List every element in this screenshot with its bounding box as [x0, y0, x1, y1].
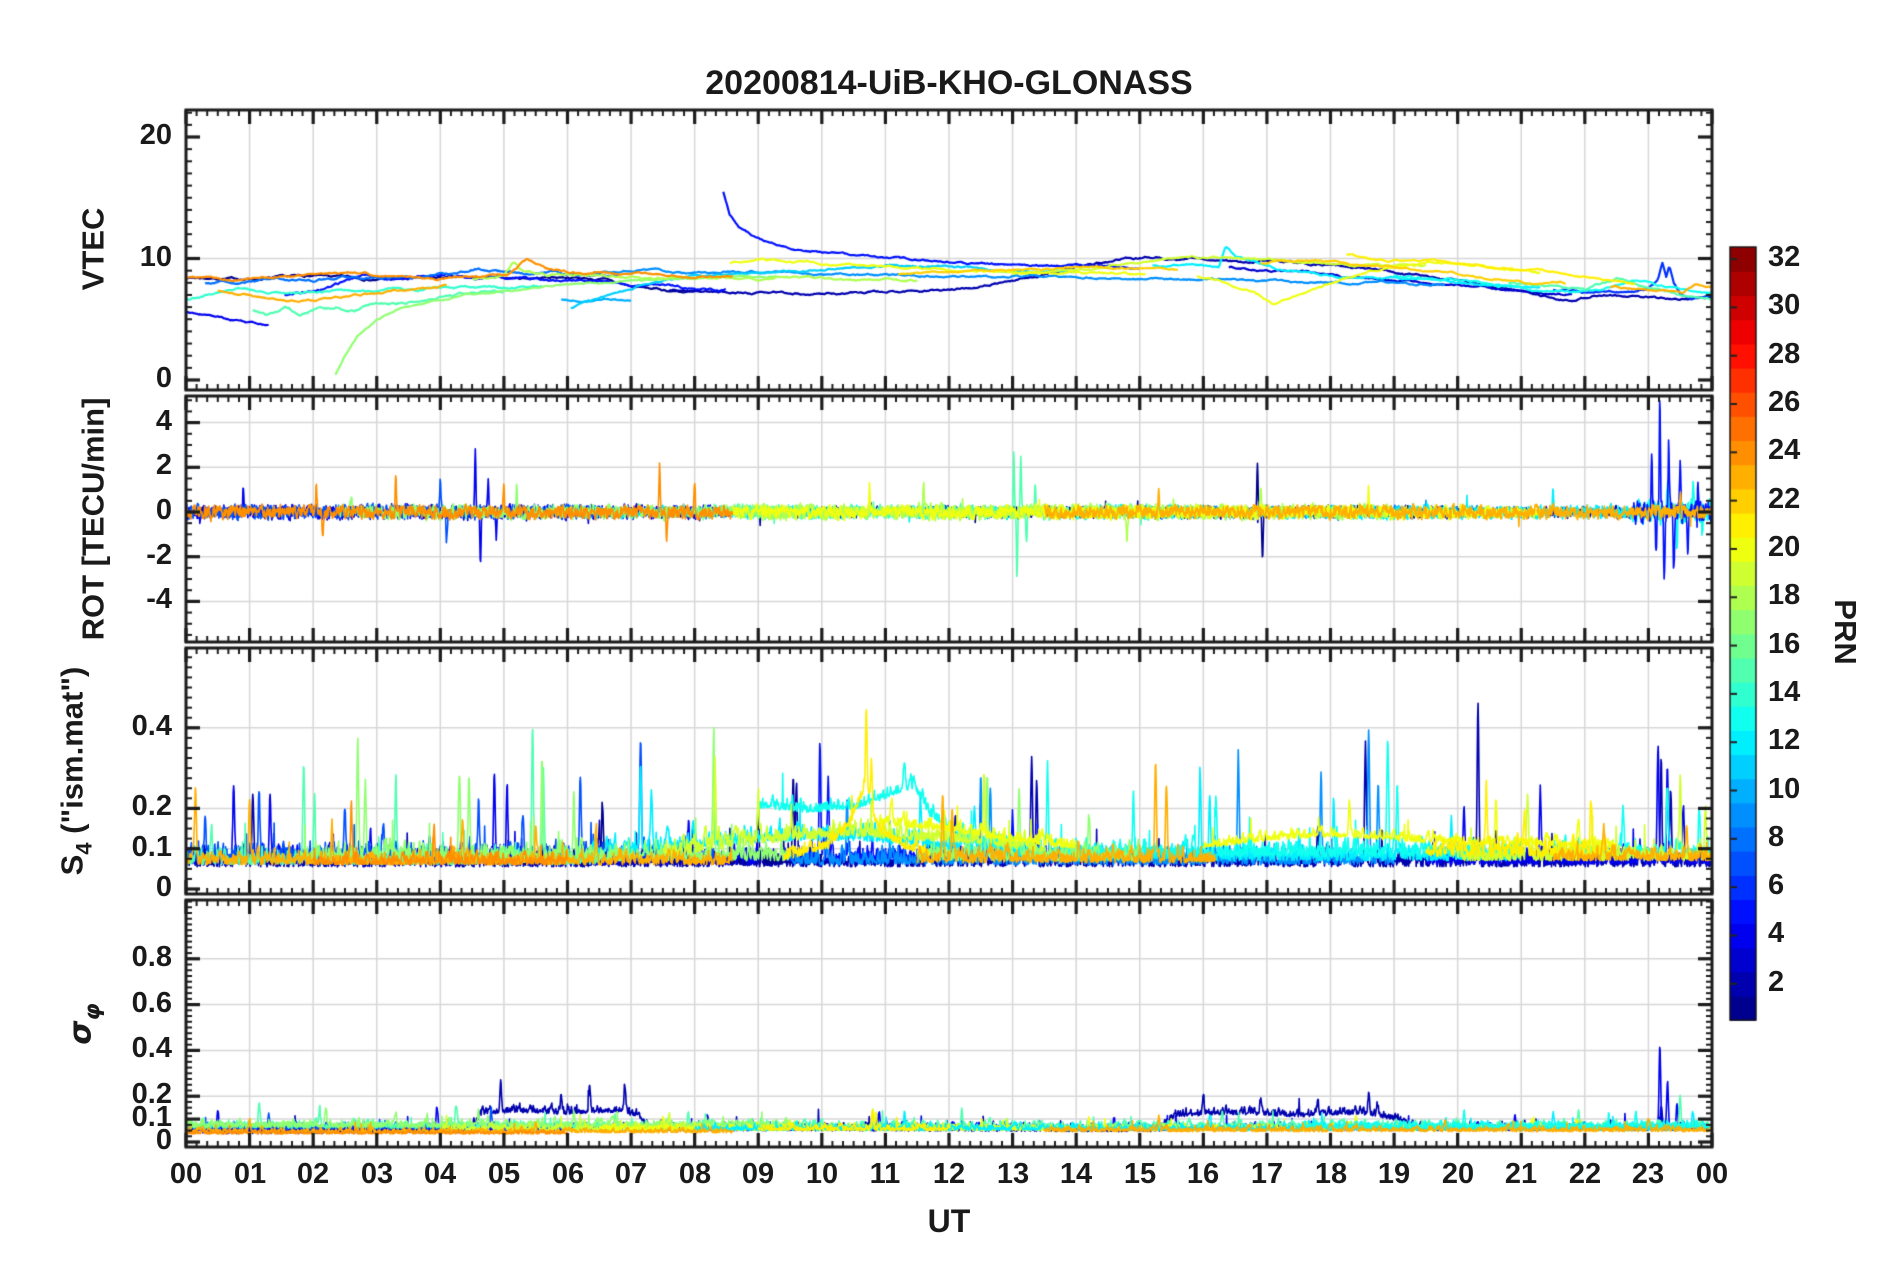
y-tick-label: 4	[155, 405, 172, 437]
colorbar-tick-label: 12	[1768, 724, 1801, 756]
y-tick-label: -4	[146, 583, 172, 615]
colorbar-tick-label: 20	[1768, 531, 1801, 563]
x-tick-label: 09	[741, 1158, 775, 1190]
x-tick-label: 21	[1504, 1158, 1538, 1190]
y-tick-label: 0	[155, 362, 172, 394]
x-tick-label: 05	[487, 1158, 521, 1190]
y-tick-label: 0.8	[131, 941, 172, 973]
colorbar-tick-label: 8	[1768, 821, 1785, 853]
y-tick-label: 10	[139, 241, 172, 273]
y-tick-label: 20	[139, 119, 172, 151]
y-tick-label: 0	[155, 494, 172, 526]
y-tick-label: 0.1	[131, 1101, 172, 1133]
colorbar-tick-label: 30	[1768, 289, 1801, 321]
y-tick-label: 0	[155, 871, 172, 903]
x-axis-label: UT	[927, 1203, 971, 1239]
x-tick-label: 00	[169, 1158, 203, 1190]
y-tick-label: 0.4	[131, 710, 172, 742]
y-tick-label: 0.2	[131, 1078, 172, 1110]
x-tick-label: 17	[1250, 1158, 1284, 1190]
x-tick-label: 06	[551, 1158, 585, 1190]
x-tick-label: 19	[1377, 1158, 1411, 1190]
y-tick-label: 0.4	[131, 1032, 172, 1064]
colorbar-tick-label: 14	[1768, 676, 1801, 708]
colorbar-tick-label: 32	[1768, 241, 1801, 273]
colorbar-tick-label: 28	[1768, 338, 1801, 370]
x-tick-label: 02	[296, 1158, 330, 1190]
colorbar-label: PRN	[1828, 599, 1863, 665]
colorbar-tick-label: 18	[1768, 579, 1801, 611]
x-tick-label: 23	[1631, 1158, 1665, 1190]
x-tick-label: 15	[1123, 1158, 1157, 1190]
x-tick-label: 03	[360, 1158, 394, 1190]
colorbar-tick-label: 6	[1768, 869, 1785, 901]
colorbar-tick-label: 10	[1768, 773, 1801, 805]
y-tick-label: 0	[155, 1124, 172, 1156]
colorbar-tick-label: 16	[1768, 628, 1801, 660]
x-tick-label: 16	[1186, 1158, 1220, 1190]
x-tick-label: 22	[1568, 1158, 1602, 1190]
x-tick-label: 04	[423, 1158, 457, 1190]
x-tick-label: 12	[932, 1158, 966, 1190]
colorbar-tick-label: 24	[1768, 434, 1801, 466]
y-tick-label: -2	[146, 539, 172, 571]
x-tick-label: 11	[869, 1158, 901, 1190]
x-tick-label: 08	[678, 1158, 712, 1190]
x-tick-label: 10	[805, 1158, 839, 1190]
colorbar-tick-label: 2	[1768, 966, 1785, 998]
colorbar-tick-label: 22	[1768, 483, 1801, 515]
x-tick-label: 07	[614, 1158, 648, 1190]
colorbar-tick-label: 26	[1768, 386, 1801, 418]
x-tick-label: 13	[996, 1158, 1030, 1190]
chart-title: 20200814-UiB-KHO-GLONASS	[705, 64, 1193, 102]
x-tick-label: 20	[1441, 1158, 1475, 1190]
x-tick-label: 01	[233, 1158, 267, 1190]
x-tick-label: 00	[1695, 1158, 1729, 1190]
y-tick-label: 0.1	[131, 831, 172, 863]
y-tick-label: 0.2	[131, 790, 172, 822]
y-tick-label: 2	[155, 449, 172, 481]
colorbar-tick-label: 4	[1768, 917, 1785, 949]
y-tick-label: 0.6	[131, 987, 172, 1019]
x-tick-label: 14	[1059, 1158, 1093, 1190]
x-tick-label: 18	[1314, 1158, 1348, 1190]
